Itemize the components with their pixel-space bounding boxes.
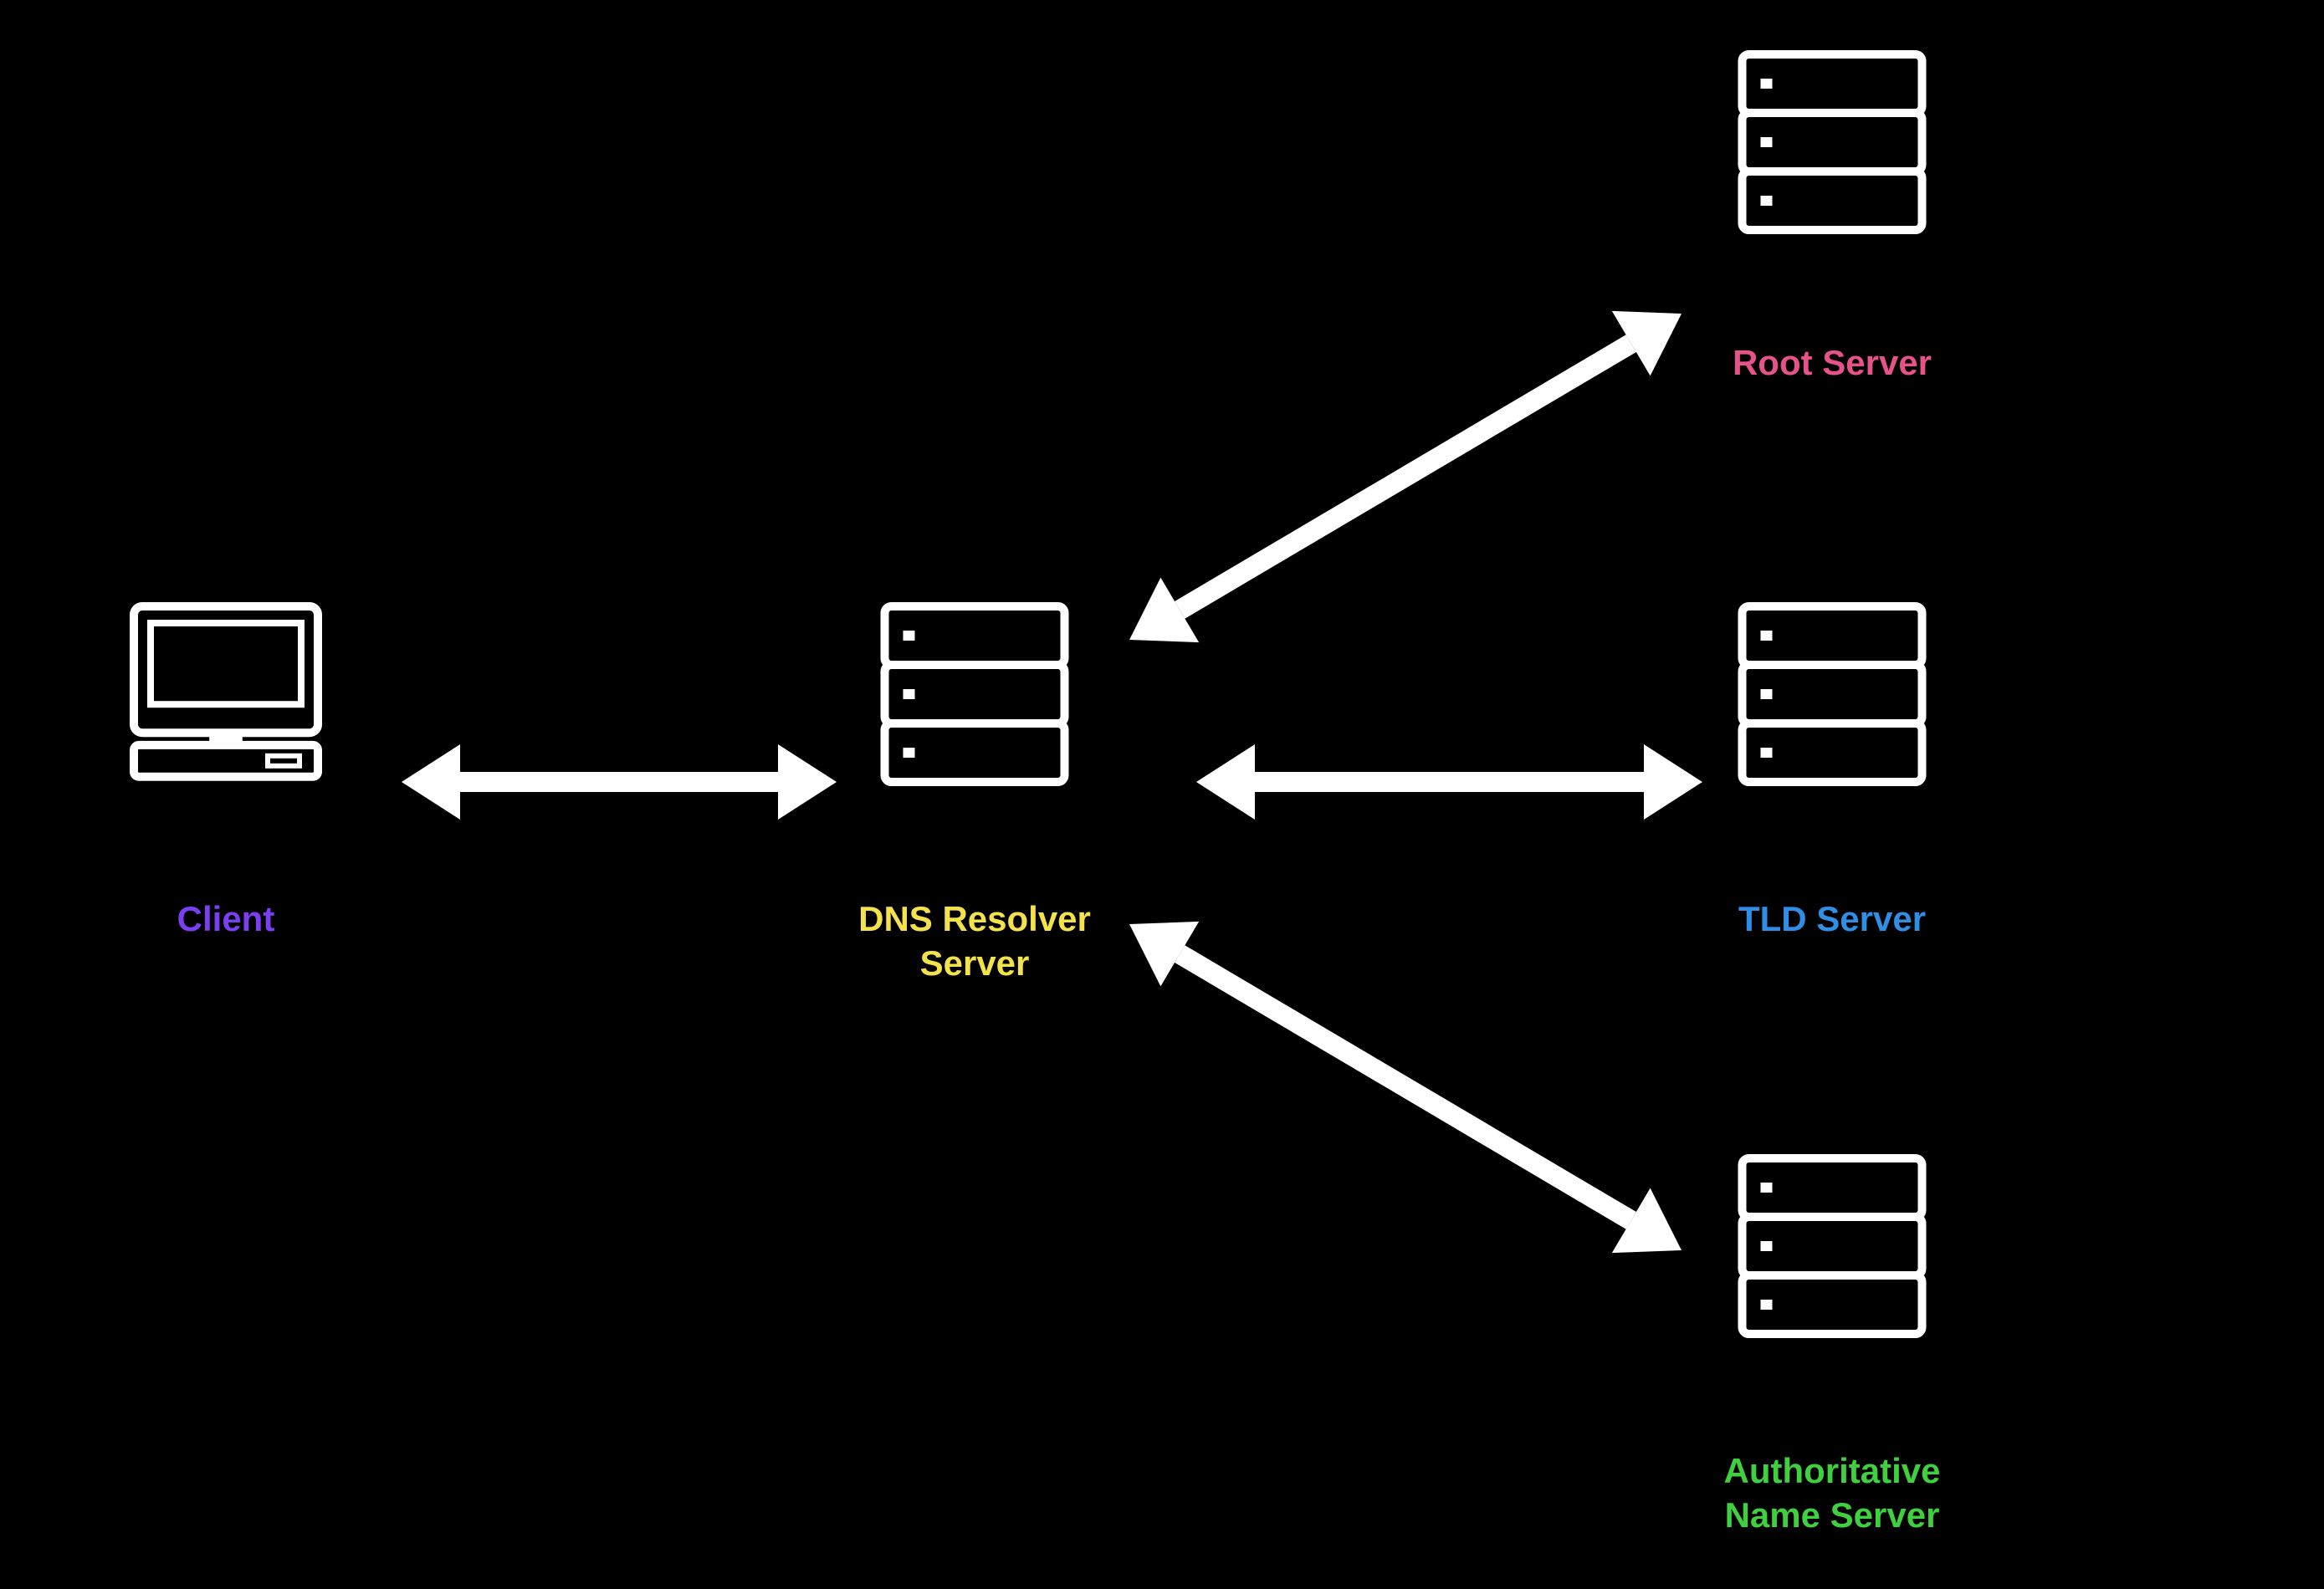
client-icon bbox=[134, 606, 318, 777]
tld-server-icon bbox=[1743, 606, 1922, 782]
resolver-label: DNS Resolver Server bbox=[724, 897, 1226, 985]
auth-server-label: Authoritative Name Server bbox=[1581, 1449, 2083, 1537]
root-server-icon bbox=[1743, 54, 1922, 230]
authoritative-server-icon bbox=[1743, 1158, 1922, 1334]
dns-resolver-server-icon bbox=[885, 606, 1065, 782]
diagram-canvas bbox=[0, 0, 2324, 1589]
diagram-stage: Client DNS Resolver Server Root Server T… bbox=[0, 0, 2324, 1589]
tld-server-label: TLD Server bbox=[1581, 897, 2083, 942]
root-server-label: Root Server bbox=[1581, 341, 2083, 386]
client-label: Client bbox=[0, 897, 477, 942]
